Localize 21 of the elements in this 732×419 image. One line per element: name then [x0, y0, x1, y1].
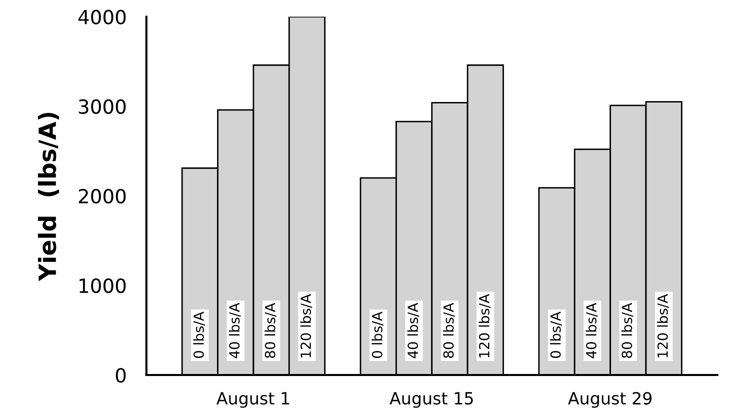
y-axis-title: Yield (lbs/A)	[38, 112, 60, 282]
y-tick-label: 3000	[78, 99, 126, 114]
series-label: 0 lbs/A	[193, 312, 206, 358]
text: 40 lbs/A	[586, 302, 598, 358]
y-tick-label: 1000	[80, 278, 126, 294]
text: 80 lbs/A	[621, 302, 634, 358]
x-tick-label: August 15	[390, 392, 473, 408]
text: 80 lbs/A	[443, 302, 455, 358]
text: 0 lbs/A	[550, 312, 562, 358]
y-tick-label: 0	[116, 368, 126, 383]
series-label: 120 lbs/A	[300, 294, 312, 358]
series-label: 80 lbs/A	[264, 302, 276, 358]
text: 120 lbs/A	[478, 294, 491, 358]
x-tick-label: August 29	[568, 392, 652, 408]
text: 120 lbs/A	[657, 294, 669, 358]
text: 40 lbs/A	[407, 302, 420, 358]
y-tick-label: 4000	[78, 10, 126, 24]
y-tick-label: 2000	[78, 188, 126, 204]
text: 0 lbs/A	[372, 312, 384, 358]
series-label: 40 lbs/A	[228, 302, 241, 358]
x-tick-label: August 1	[216, 392, 290, 408]
